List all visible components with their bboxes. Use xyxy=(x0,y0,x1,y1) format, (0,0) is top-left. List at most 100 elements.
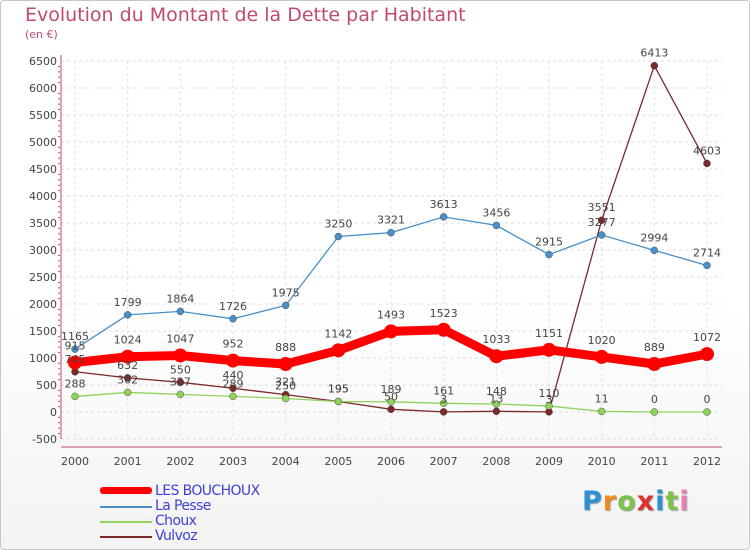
data-label-la-pesse: 3613 xyxy=(430,198,458,211)
data-label-les-bouchoux: 1142 xyxy=(324,327,352,340)
data-label-la-pesse: 3250 xyxy=(324,218,352,231)
data-label-les-bouchoux: 1151 xyxy=(535,327,563,340)
data-label-la-pesse: 3456 xyxy=(482,206,510,219)
data-label-la-pesse: 3277 xyxy=(588,216,616,229)
legend-swatch-la-pesse xyxy=(100,506,152,508)
data-point-les-bouchoux xyxy=(700,347,714,362)
grid xyxy=(61,60,722,440)
data-point-choux xyxy=(650,408,659,416)
y-tick-label: 3000 xyxy=(29,244,57,257)
x-tick-label: 2006 xyxy=(377,455,405,468)
axes: -500050010001500200025003000350040004500… xyxy=(29,55,722,468)
data-point-les-bouchoux xyxy=(489,349,504,364)
data-point-les-bouchoux xyxy=(68,355,82,370)
data-label-la-pesse: 1864 xyxy=(166,292,194,305)
logo-letter: t xyxy=(665,486,680,517)
data-point-les-bouchoux xyxy=(384,324,398,339)
x-tick-label: 2000 xyxy=(61,455,89,468)
y-tick-label: 4500 xyxy=(29,163,57,176)
data-label-choux: 0 xyxy=(651,393,658,406)
y-tick-label: 1000 xyxy=(29,352,57,365)
x-tick-label: 2002 xyxy=(166,455,194,468)
data-point-choux xyxy=(176,390,185,399)
data-label-choux: 362 xyxy=(117,373,138,386)
data-label-vulvoz: 3 xyxy=(440,393,447,406)
data-point-la-pesse xyxy=(650,246,659,255)
y-tick-label: 2500 xyxy=(29,271,57,284)
data-label-les-bouchoux: 1020 xyxy=(588,334,616,347)
x-tick-label: 2004 xyxy=(272,455,300,468)
data-point-choux xyxy=(545,402,553,410)
data-point-choux xyxy=(334,397,343,406)
data-label-choux: 189 xyxy=(381,383,402,396)
data-point-la-pesse xyxy=(597,231,606,239)
data-label-la-pesse: 1726 xyxy=(219,300,247,313)
data-label-choux: 0 xyxy=(704,393,711,406)
data-label-la-pesse: 2714 xyxy=(693,246,721,259)
data-point-la-pesse xyxy=(492,221,501,230)
data-point-vulvoz xyxy=(176,378,185,386)
logo-letter: i xyxy=(655,486,666,517)
data-point-la-pesse xyxy=(334,232,343,241)
y-tick-label: 5000 xyxy=(29,136,57,149)
x-tick-label: 2003 xyxy=(219,455,247,468)
data-point-choux xyxy=(597,407,606,416)
data-label-choux: 161 xyxy=(433,384,454,397)
data-label-choux: 195 xyxy=(328,382,349,395)
data-label-vulvoz: 440 xyxy=(223,369,244,382)
data-label-vulvoz: 4603 xyxy=(693,144,721,157)
x-tick-label: 2005 xyxy=(324,455,352,468)
data-point-choux xyxy=(229,392,237,401)
y-tick-label: 3500 xyxy=(29,217,57,230)
data-point-la-pesse xyxy=(176,307,185,316)
data-label-choux: 148 xyxy=(486,385,507,398)
data-point-vulvoz xyxy=(597,216,606,224)
data-point-les-bouchoux xyxy=(120,349,135,364)
data-point-vulvoz xyxy=(650,61,659,70)
data-label-vulvoz: 6413 xyxy=(640,47,668,60)
data-point-choux xyxy=(703,408,711,416)
data-label-les-bouchoux: 1047 xyxy=(166,332,194,345)
x-tick-label: 2009 xyxy=(535,455,563,468)
data-point-choux xyxy=(281,394,290,403)
legend-label-choux: Choux xyxy=(155,513,197,529)
data-label-choux: 288 xyxy=(65,377,86,390)
data-point-choux xyxy=(387,398,395,406)
data-point-les-bouchoux xyxy=(331,343,346,358)
logo-letter: P xyxy=(582,486,603,517)
y-tick-label: -500 xyxy=(32,433,57,446)
data-label-les-bouchoux: 1523 xyxy=(430,307,458,320)
data-point-les-bouchoux xyxy=(226,353,240,368)
y-tick-label: 500 xyxy=(36,379,57,392)
data-label-la-pesse: 3321 xyxy=(377,214,405,227)
logo-letter: o xyxy=(617,486,637,517)
data-point-les-bouchoux xyxy=(647,356,662,371)
x-tick-label: 2010 xyxy=(588,455,616,468)
x-tick-label: 2007 xyxy=(430,455,458,468)
data-point-choux xyxy=(71,392,79,401)
data-label-choux: 110 xyxy=(539,387,560,400)
data-label-vulvoz: 321 xyxy=(275,376,296,389)
data-point-vulvoz xyxy=(703,159,711,168)
data-point-la-pesse xyxy=(703,261,711,270)
data-label-la-pesse: 1799 xyxy=(114,296,142,309)
data-point-la-pesse xyxy=(387,228,395,237)
data-label-vulvoz: 632 xyxy=(117,359,138,372)
data-label-vulvoz: 50 xyxy=(384,390,398,403)
data-point-les-bouchoux xyxy=(436,322,451,337)
y-tick-label: 6000 xyxy=(29,82,57,95)
legend-swatch-choux xyxy=(100,521,152,523)
x-tick-label: 2008 xyxy=(482,455,510,468)
y-tick-label: 4000 xyxy=(29,190,57,203)
legend-swatch-vulvoz xyxy=(100,536,152,538)
y-tick-label: 0 xyxy=(50,406,57,419)
data-point-les-bouchoux xyxy=(278,357,293,372)
data-label-choux: 327 xyxy=(170,375,191,388)
data-label-choux: 11 xyxy=(595,392,609,405)
logo-letter: x xyxy=(636,486,656,517)
data-point-les-bouchoux xyxy=(542,342,556,357)
data-label-les-bouchoux: 915 xyxy=(65,340,86,353)
data-label-vulvoz: 550 xyxy=(170,363,191,376)
y-tick-label: 6500 xyxy=(29,55,57,68)
